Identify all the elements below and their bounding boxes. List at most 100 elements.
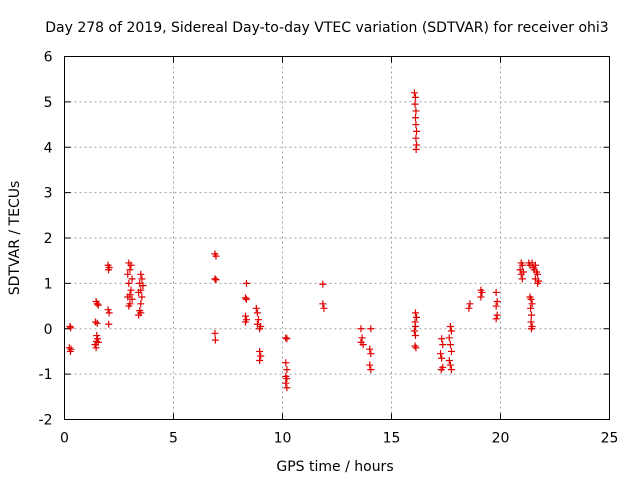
data-point: [477, 293, 485, 301]
data-point: [139, 282, 147, 290]
data-point: [67, 324, 75, 332]
data-point: [320, 304, 328, 312]
data-point: [411, 342, 419, 350]
x-axis-label: GPS time / hours: [276, 459, 393, 475]
data-point: [241, 312, 249, 320]
data-point: [253, 309, 261, 317]
y-tick-label: 0: [44, 322, 53, 338]
data-point: [447, 347, 455, 355]
data-point: [411, 114, 419, 122]
data-point: [412, 344, 420, 352]
data-point: [282, 359, 290, 367]
data-point: [412, 121, 420, 129]
data-point: [527, 304, 535, 312]
data-point: [447, 327, 455, 335]
data-point: [93, 332, 101, 340]
x-tick-label: 5: [169, 431, 178, 447]
data-point: [256, 357, 264, 365]
data-point: [105, 309, 113, 317]
data-point: [518, 275, 526, 283]
data-point: [93, 319, 101, 327]
data-point: [127, 261, 135, 269]
data-point: [439, 341, 447, 349]
data-point: [128, 295, 136, 303]
data-point: [241, 294, 249, 302]
y-tick-label: 3: [44, 186, 53, 202]
data-point: [367, 366, 375, 374]
data-point: [410, 89, 418, 97]
data-point: [282, 334, 290, 342]
y-tick-label: 6: [44, 50, 53, 66]
x-tick-label: 0: [60, 431, 69, 447]
x-tick-label: 25: [601, 431, 619, 447]
x-tick-label: 20: [492, 431, 510, 447]
data-point: [446, 322, 454, 330]
data-point: [411, 309, 419, 317]
y-tick-label: -2: [39, 413, 53, 429]
data-point: [367, 350, 375, 358]
data-point: [466, 300, 474, 308]
data-points: [65, 89, 543, 392]
data-point: [92, 344, 100, 352]
data-point: [531, 261, 539, 269]
data-point: [527, 295, 535, 303]
data-point: [212, 252, 220, 260]
data-point: [283, 335, 291, 343]
data-point: [527, 318, 535, 326]
data-point: [412, 134, 420, 142]
data-point: [127, 286, 135, 294]
data-point: [67, 345, 75, 353]
data-point: [366, 361, 374, 369]
data-point: [282, 379, 290, 387]
data-point: [211, 336, 219, 344]
data-point: [91, 341, 99, 349]
data-point: [527, 325, 535, 333]
axes: 0 5 10 15 20 25 -2 -1 0 1 2 3 4 5 6: [39, 50, 619, 447]
data-point: [319, 300, 327, 308]
data-point: [534, 270, 542, 278]
data-point: [93, 300, 101, 308]
data-point: [411, 322, 419, 330]
x-tick-label: 15: [383, 431, 401, 447]
data-point: [478, 288, 486, 296]
data-point: [447, 366, 455, 374]
data-point: [283, 366, 291, 374]
data-point: [211, 275, 219, 283]
x-tick-label: 10: [274, 431, 292, 447]
data-point: [411, 100, 419, 108]
plot-frame: [64, 56, 610, 420]
data-point: [241, 318, 249, 326]
y-tick-label: 2: [44, 231, 53, 247]
data-point: [105, 266, 113, 274]
data-point: [105, 320, 113, 328]
chart-title: Day 278 of 2019, Sidereal Day-to-day VTE…: [45, 20, 608, 36]
data-point: [243, 295, 251, 303]
data-point: [137, 300, 145, 308]
data-point: [138, 275, 146, 283]
data-point: [256, 347, 264, 355]
data-point: [446, 361, 454, 369]
data-point: [412, 107, 420, 115]
data-point: [257, 352, 265, 360]
data-point: [358, 334, 366, 342]
data-point: [412, 146, 420, 154]
data-point: [517, 270, 525, 278]
data-point: [492, 288, 500, 296]
data-point: [437, 350, 445, 358]
data-point: [126, 266, 134, 274]
data-point: [212, 276, 220, 284]
data-point: [492, 302, 500, 310]
data-point: [256, 325, 264, 333]
data-point: [124, 293, 132, 301]
y-tick-label: -1: [39, 367, 53, 383]
data-point: [255, 316, 263, 324]
data-point: [211, 329, 219, 337]
data-point: [65, 344, 73, 352]
data-point: [413, 127, 421, 135]
data-point: [518, 261, 526, 269]
data-point: [124, 270, 132, 278]
data-point: [366, 345, 374, 353]
data-point: [534, 279, 542, 287]
